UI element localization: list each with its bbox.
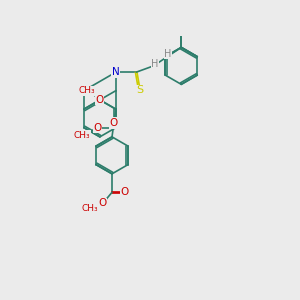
Text: N: N [112, 67, 120, 77]
Text: CH₃: CH₃ [78, 86, 95, 95]
Text: N: N [112, 67, 120, 77]
Text: S: S [136, 85, 143, 95]
Text: H: H [164, 49, 172, 58]
Text: H: H [152, 59, 159, 69]
Text: CH₃: CH₃ [74, 130, 90, 140]
Text: O: O [99, 198, 107, 208]
Text: O: O [96, 95, 104, 105]
Text: O: O [121, 187, 129, 197]
Text: O: O [110, 118, 118, 128]
Text: CH₃: CH₃ [82, 204, 98, 213]
Text: O: O [93, 123, 101, 133]
